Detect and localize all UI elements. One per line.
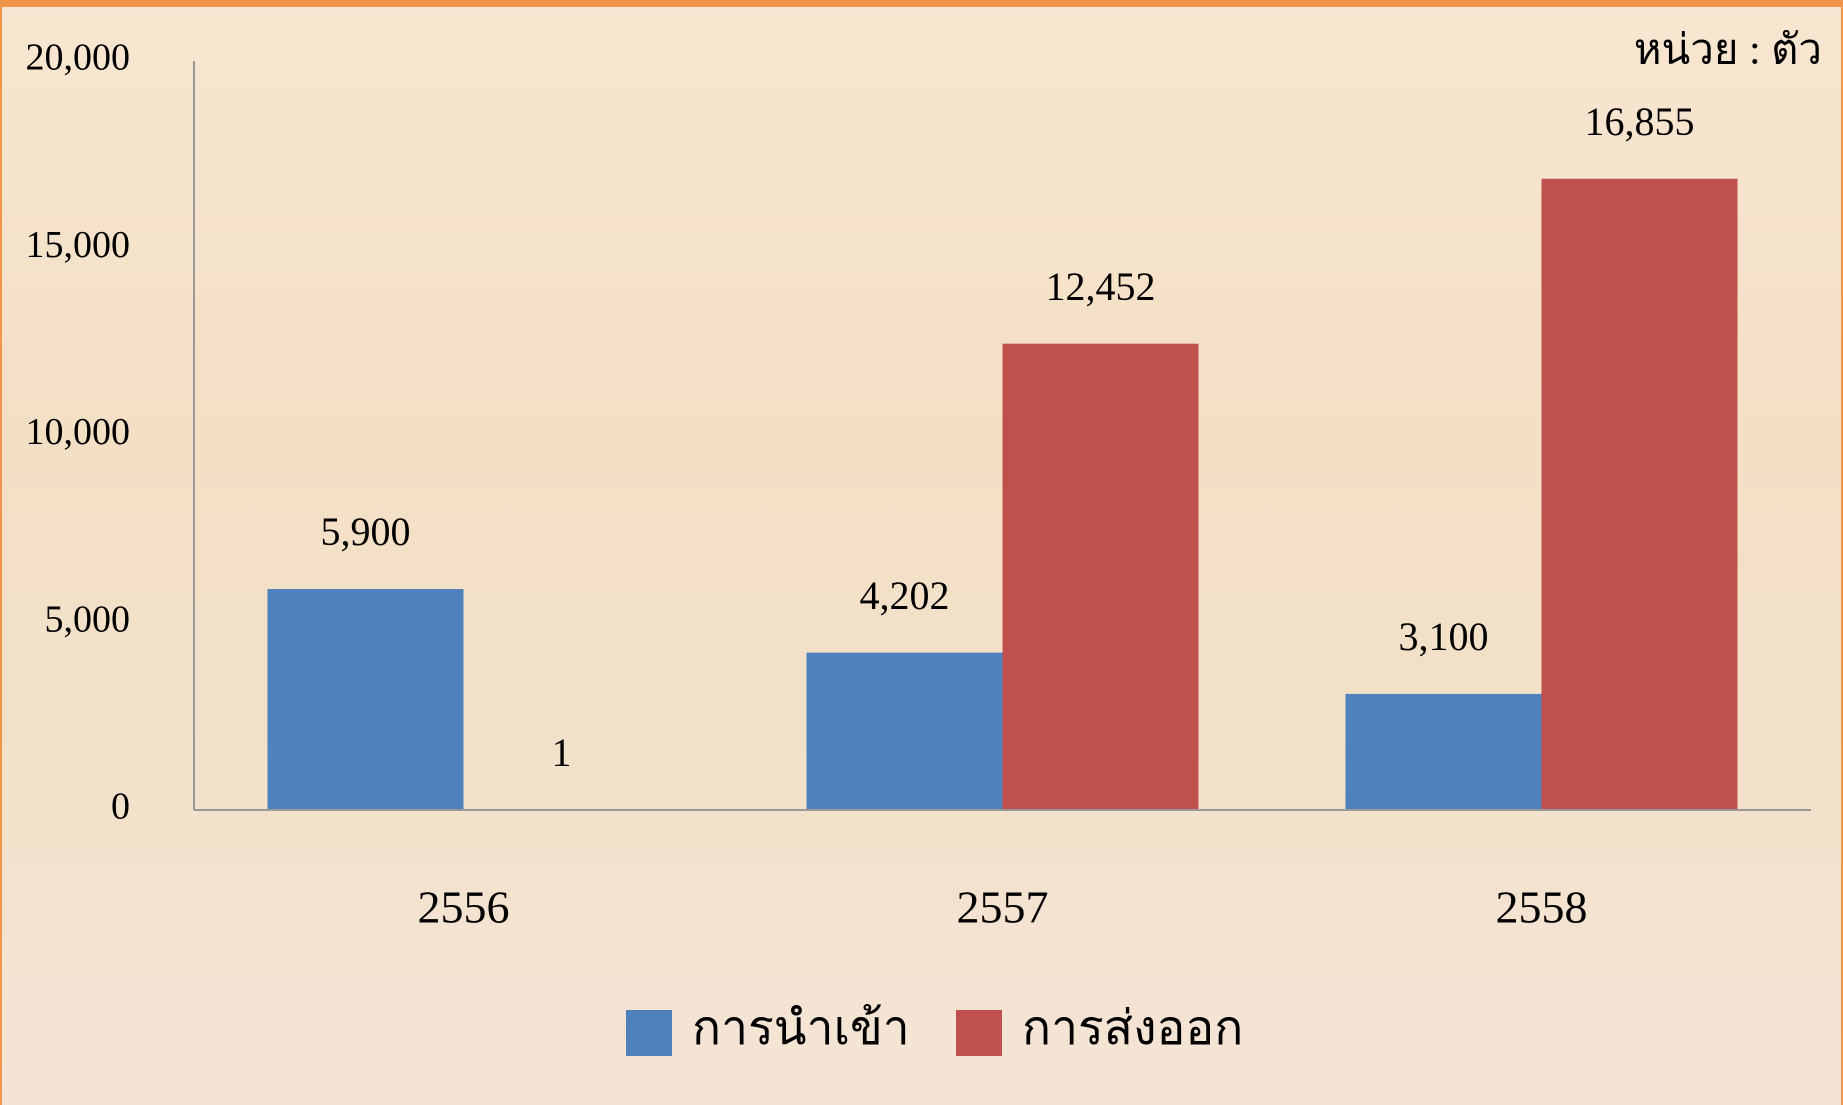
bar: [1345, 693, 1542, 810]
bar: [1541, 178, 1738, 810]
unit-annotation: หน่วย : ตัว: [1634, 28, 1822, 74]
x-tick-label: 2558: [1496, 882, 1588, 933]
y-tick-label: 5,000: [45, 598, 131, 640]
x-tick-label: 2557: [957, 882, 1049, 933]
legend-swatch: [956, 1010, 1002, 1056]
value-label: 1: [552, 730, 572, 775]
x-tick-label: 2556: [418, 882, 510, 933]
left-border: [0, 0, 2, 1105]
legend-label: การนำเข้า: [692, 1002, 910, 1055]
y-tick-label: 10,000: [26, 411, 131, 453]
value-label: 12,452: [1046, 264, 1156, 309]
right-border: [1841, 0, 1843, 1105]
legend-label: การส่งออก: [1022, 1002, 1243, 1055]
top-border: [0, 0, 1843, 7]
value-label: 4,202: [860, 573, 950, 618]
value-label: 3,100: [1399, 614, 1489, 659]
bar: [267, 589, 464, 810]
y-tick-label: 20,000: [26, 37, 131, 79]
legend-swatch: [626, 1010, 672, 1056]
y-tick-label: 0: [111, 786, 130, 828]
bar: [806, 652, 1003, 810]
value-label: 5,900: [321, 509, 411, 554]
value-label: 16,855: [1585, 99, 1695, 144]
bar: [1002, 343, 1199, 810]
y-tick-label: 15,000: [26, 224, 131, 266]
